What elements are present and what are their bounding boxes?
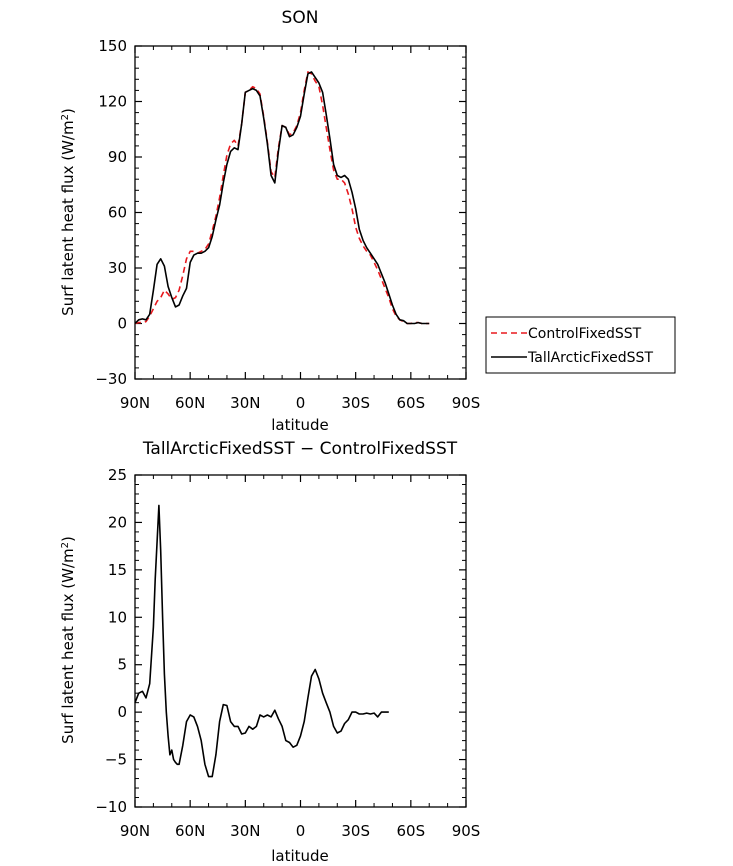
legend-label-control: ControlFixedSST [528, 326, 642, 342]
difference-y-tick-label: 10 [108, 608, 127, 626]
difference-series-line [134, 504, 389, 778]
difference-panel: TallArcticFixedSST − ControlFixedSST −10… [59, 439, 480, 865]
son-x-tick-label: 30N [230, 394, 260, 412]
son-y-tick-label: 0 [117, 315, 127, 333]
difference-x-tick-label: 0 [296, 822, 306, 840]
son-plot-frame [134, 45, 467, 380]
difference-plot-frame [134, 474, 467, 808]
difference-x-tick-label: 30S [341, 822, 370, 840]
difference-x-tick-label: 60N [175, 822, 205, 840]
son-x-tick-label: 30S [341, 394, 370, 412]
son-chart-title: SON [282, 8, 319, 28]
son-y-tick-label: 30 [108, 259, 127, 277]
son-x-tick-label: 0 [296, 394, 306, 412]
difference-y-tick-label: 5 [117, 656, 127, 674]
difference-plot-area: −10 −5 0 5 10 15 20 25 90N 60N 30N 0 30S 60S 90S [95, 466, 480, 840]
son-plot-area: −30 0 30 60 90 120 150 90N 60N 30N 0 30S 60S 90S [95, 37, 480, 412]
son-y-tick-label: 60 [108, 204, 127, 222]
son-x-tick-label: 90N [120, 394, 150, 412]
difference-y-tick-label: −10 [95, 798, 127, 816]
difference-y-tick-label: 25 [108, 466, 127, 484]
difference-x-axis-label: latitude [271, 847, 329, 865]
difference-y-tick-label: 20 [108, 513, 127, 531]
difference-x-tick-label: 90S [452, 822, 481, 840]
son-x-axis-label: latitude [271, 416, 329, 434]
son-x-tick-label: 90S [452, 394, 481, 412]
controlfixedsst-line [134, 71, 430, 325]
difference-y-axis-label: Surf latent heat flux (W/m2) [59, 536, 77, 744]
son-y-tick-label: 90 [108, 148, 127, 166]
son-y-axis-label: Surf latent heat flux (W/m2) [59, 108, 77, 316]
legend-label-tallarctic: TallArcticFixedSST [527, 350, 653, 366]
difference-y-tick-label: 15 [108, 561, 127, 579]
son-y-tick-label: −30 [95, 370, 127, 388]
difference-x-tick-label: 30N [230, 822, 260, 840]
son-y-tick-label: 120 [98, 93, 127, 111]
son-y-tick-label: 150 [98, 37, 127, 55]
difference-y-tick-label: 0 [117, 703, 127, 721]
legend-box [485, 316, 676, 374]
son-x-tick-label: 60S [397, 394, 426, 412]
difference-chart-title: TallArcticFixedSST − ControlFixedSST [142, 439, 458, 459]
difference-y-tick-label: −5 [105, 751, 127, 769]
difference-x-tick-label: 60S [397, 822, 426, 840]
tallarcticfixedsst-line [134, 71, 430, 325]
son-x-tick-label: 60N [175, 394, 205, 412]
difference-x-tick-label: 90N [120, 822, 150, 840]
legend: ControlFixedSST TallArcticFixedSST [485, 316, 676, 374]
